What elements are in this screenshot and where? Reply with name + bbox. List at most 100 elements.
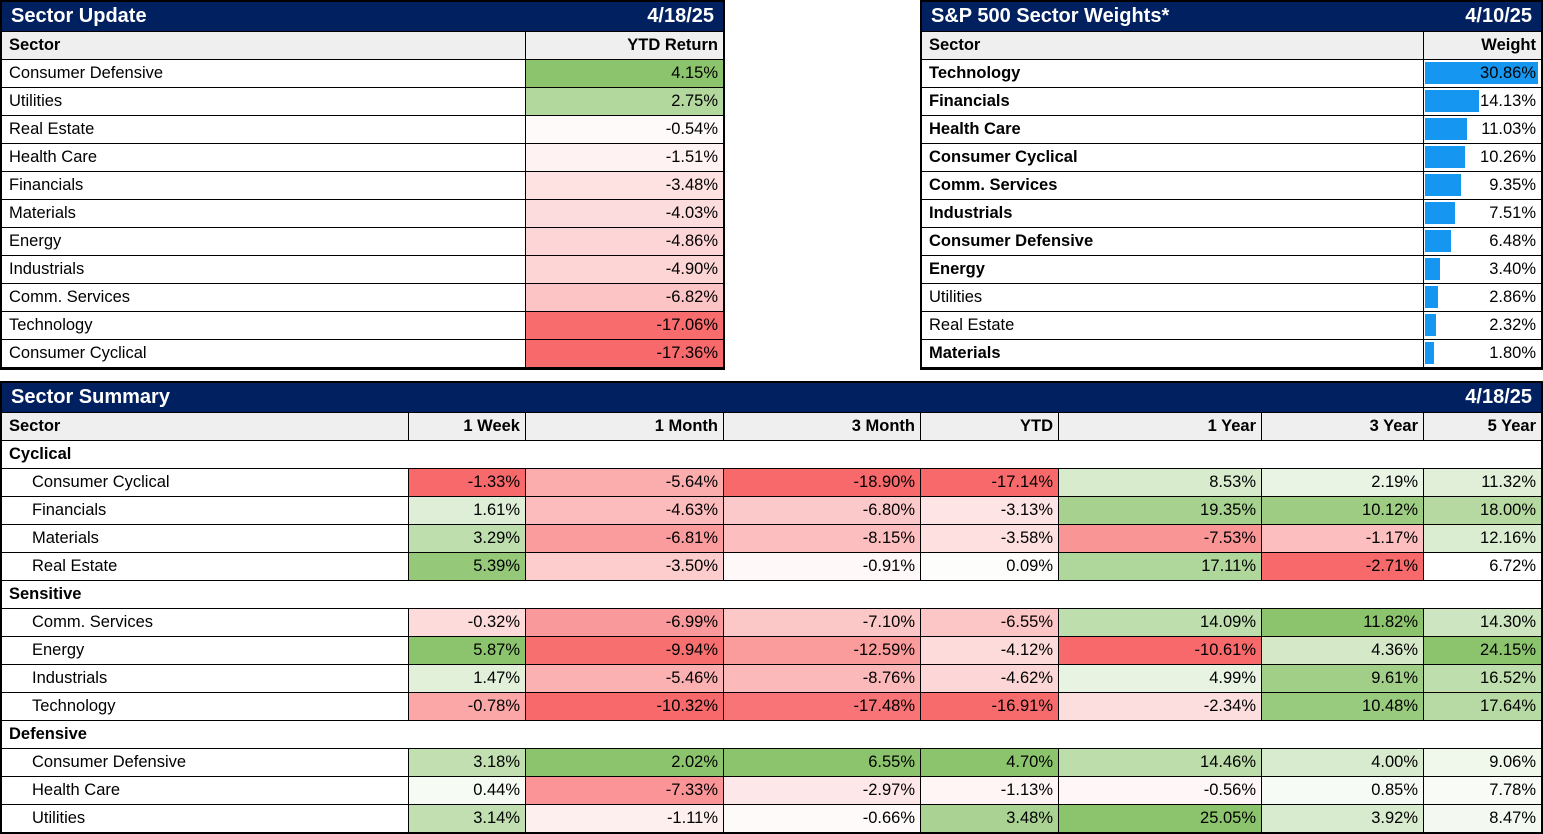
sector-column-header: Sector [922, 32, 1423, 60]
sector-name-cell: Industrials [2, 665, 408, 693]
sector-weights-title-bar: S&P 500 Sector Weights* 4/10/25 [922, 2, 1541, 32]
table-row: Consumer Defensive 4.15% [2, 60, 723, 88]
sector-summary-date: 4/18/25 [1465, 386, 1532, 408]
group-label: Sensitive [2, 581, 1541, 609]
return-cell: 18.00% [1423, 497, 1541, 525]
sector-column-header: Sector [2, 32, 525, 60]
group-label: Defensive [2, 721, 1541, 749]
return-cell: 4.00% [1261, 749, 1423, 777]
table-row: Comm. Services 9.35% [922, 172, 1541, 200]
weight-data-bar [1425, 286, 1439, 308]
weight-column-header: Weight [1423, 32, 1541, 60]
sector-name-cell: Consumer Cyclical [2, 469, 408, 497]
period-column-header: YTD [920, 413, 1058, 441]
sector-name-cell: Comm. Services [2, 609, 408, 637]
ytd-return-cell: -6.82% [525, 284, 723, 312]
table-row: Utilities 2.86% [922, 284, 1541, 312]
weight-data-bar [1425, 258, 1441, 280]
return-cell: 2.02% [525, 749, 723, 777]
return-cell: -4.63% [525, 497, 723, 525]
sector-name-cell: Financials [922, 88, 1423, 116]
table-row: Energy -4.86% [2, 228, 723, 256]
return-cell: -0.32% [408, 609, 525, 637]
sector-name-cell: Technology [2, 312, 525, 340]
ytd-return-cell: 2.75% [525, 88, 723, 116]
weight-data-bar [1425, 118, 1468, 140]
sector-summary-rows: Cyclical Consumer Cyclical -1.33% -5.64% -18… [2, 441, 1541, 833]
return-cell: -7.33% [525, 777, 723, 805]
return-cell: -2.34% [1058, 693, 1261, 721]
return-cell: 16.52% [1423, 665, 1541, 693]
sector-column-header: Sector [2, 413, 408, 441]
return-cell: 14.46% [1058, 749, 1261, 777]
return-cell: 4.36% [1261, 637, 1423, 665]
return-cell: 5.39% [408, 553, 525, 581]
period-column-header: 5 Year [1423, 413, 1541, 441]
return-cell: -6.55% [920, 609, 1058, 637]
return-cell: 24.15% [1423, 637, 1541, 665]
return-cell: -1.11% [525, 805, 723, 833]
sector-summary-title: Sector Summary [11, 386, 170, 408]
return-cell: -1.17% [1261, 525, 1423, 553]
sector-name-cell: Health Care [2, 144, 525, 172]
return-cell: 4.70% [920, 749, 1058, 777]
return-cell: 9.61% [1261, 665, 1423, 693]
return-cell: -2.71% [1261, 553, 1423, 581]
sector-name-cell: Consumer Cyclical [922, 144, 1423, 172]
table-row: Energy 5.87% -9.94% -12.59% -4.12% -10.61% 4.3… [2, 637, 1541, 665]
table-row: Consumer Cyclical -17.36% [2, 340, 723, 368]
sector-summary-title-bar: Sector Summary 4/18/25 [2, 383, 1541, 413]
return-cell: 0.44% [408, 777, 525, 805]
sector-name-cell: Technology [922, 60, 1423, 88]
weight-data-bar [1425, 314, 1437, 336]
sector-name-cell: Utilities [922, 284, 1423, 312]
return-cell: -3.50% [525, 553, 723, 581]
table-row: Utilities 3.14% -1.11% -0.66% 3.48% 25.05% 3.9… [2, 805, 1541, 833]
table-row: Real Estate -0.54% [2, 116, 723, 144]
return-cell: 3.18% [408, 749, 525, 777]
sector-name-cell: Industrials [2, 256, 525, 284]
return-cell: -12.59% [723, 637, 920, 665]
ytd-return-cell: 4.15% [525, 60, 723, 88]
return-cell: -17.48% [723, 693, 920, 721]
return-cell: -7.10% [723, 609, 920, 637]
return-cell: 0.09% [920, 553, 1058, 581]
return-cell: 10.48% [1261, 693, 1423, 721]
sector-weights-header-row: Sector Weight [922, 32, 1541, 60]
sector-name-cell: Energy [2, 228, 525, 256]
sector-update-header-row: Sector YTD Return [2, 32, 723, 60]
table-row: Consumer Cyclical 10.26% [922, 144, 1541, 172]
weight-data-bar [1425, 62, 1539, 84]
weight-value: 9.35% [1489, 176, 1536, 194]
sector-name-cell: Real Estate [2, 553, 408, 581]
sector-weights-table: S&P 500 Sector Weights* 4/10/25 Sector W… [920, 0, 1543, 370]
ytd-return-cell: -0.54% [525, 116, 723, 144]
table-row: Health Care 0.44% -7.33% -2.97% -1.13% -0.56%… [2, 777, 1541, 805]
sector-summary-table: Sector Summary 4/18/25 Sector 1 Week 1 Mo… [0, 381, 1543, 834]
ytd-return-cell: -4.03% [525, 200, 723, 228]
return-cell: -0.56% [1058, 777, 1261, 805]
return-cell: 1.47% [408, 665, 525, 693]
return-cell: -4.12% [920, 637, 1058, 665]
table-row: Consumer Defensive 6.48% [922, 228, 1541, 256]
return-cell: 8.47% [1423, 805, 1541, 833]
period-column-header: 1 Month [525, 413, 723, 441]
weight-value: 11.03% [1481, 120, 1536, 138]
weight-value: 6.48% [1489, 232, 1536, 250]
return-cell: 5.87% [408, 637, 525, 665]
weight-value: 2.86% [1489, 288, 1536, 306]
table-row: Technology -0.78% -10.32% -17.48% -16.91% -2.… [2, 693, 1541, 721]
sector-name-cell: Real Estate [922, 312, 1423, 340]
return-cell: 14.30% [1423, 609, 1541, 637]
weight-data-bar [1425, 90, 1479, 112]
sector-name-cell: Utilities [2, 88, 525, 116]
return-cell: 19.35% [1058, 497, 1261, 525]
return-cell: -10.32% [525, 693, 723, 721]
weight-cell: 2.32% [1423, 312, 1541, 340]
weight-cell: 11.03% [1423, 116, 1541, 144]
return-cell: 8.53% [1058, 469, 1261, 497]
return-cell: -4.62% [920, 665, 1058, 693]
return-cell: 6.72% [1423, 553, 1541, 581]
return-cell: -3.13% [920, 497, 1058, 525]
table-row: Financials 14.13% [922, 88, 1541, 116]
